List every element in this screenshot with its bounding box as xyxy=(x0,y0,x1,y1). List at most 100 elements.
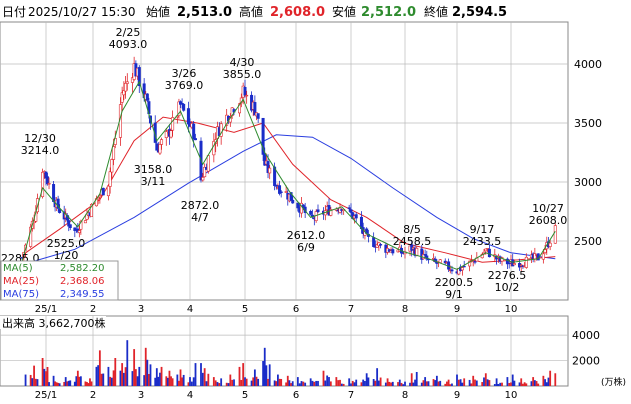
volume-bar xyxy=(54,381,56,386)
volume-bar xyxy=(66,381,69,386)
volume-bar xyxy=(367,377,370,386)
volume-bar xyxy=(87,383,90,386)
volume-bar xyxy=(46,366,49,386)
candle-body xyxy=(169,130,173,138)
volume-bar xyxy=(220,378,223,386)
volume-bar xyxy=(144,347,147,386)
volume-bar xyxy=(447,379,450,386)
volume-bar xyxy=(190,381,193,386)
volume-bar xyxy=(124,367,127,386)
volume-bar xyxy=(530,381,533,386)
volume-bar xyxy=(218,383,221,386)
volume-x-tick-label: 3 xyxy=(138,390,144,400)
volume-bar xyxy=(43,368,46,386)
volume-bar xyxy=(57,382,60,386)
volume-bar xyxy=(355,379,358,386)
price-x-tick-label: 10 xyxy=(505,304,518,315)
candle-body xyxy=(243,86,247,96)
volume-bar xyxy=(300,381,303,386)
annotation-line2: 2433.5 xyxy=(463,235,502,248)
volume-bar xyxy=(296,377,299,386)
volume-bar xyxy=(484,373,487,386)
candle-body xyxy=(379,244,383,246)
price-tick-label: 3000 xyxy=(574,176,602,189)
volume-bar xyxy=(511,374,514,386)
candle-body xyxy=(289,192,293,201)
candle-body xyxy=(450,269,454,272)
volume-bar xyxy=(422,380,425,386)
volume-bar xyxy=(112,370,115,386)
volume-bar xyxy=(225,382,228,386)
volume-bar xyxy=(189,377,191,386)
annotation-line2: 3/11 xyxy=(141,175,166,188)
volume-unit: (万株) xyxy=(601,376,626,388)
volume-bar xyxy=(304,382,307,386)
candle-body xyxy=(106,185,110,197)
volume-bar xyxy=(542,375,545,386)
volume-x-tick-label: 2 xyxy=(90,390,96,400)
high-label: 高値 xyxy=(239,4,263,19)
volume-bar xyxy=(544,379,546,386)
candle-body xyxy=(201,177,205,181)
volume-bar xyxy=(48,382,50,386)
candle-body xyxy=(112,146,116,160)
volume-bar xyxy=(520,378,523,386)
candle-body xyxy=(186,108,190,125)
annotation-line1: 2525.0 xyxy=(47,237,86,250)
candle-body xyxy=(387,249,391,252)
volume-bar xyxy=(29,374,32,386)
volume-grid xyxy=(0,316,568,386)
volume-bar xyxy=(95,366,98,386)
volume-bar xyxy=(365,373,368,386)
volume-bar xyxy=(107,366,110,386)
candle-body xyxy=(391,249,395,254)
volume-bar xyxy=(192,377,195,386)
volume-bar xyxy=(400,382,403,386)
candle-body xyxy=(278,185,282,194)
volume-bar xyxy=(533,380,536,386)
volume-bar xyxy=(437,381,440,386)
volume-bar xyxy=(75,376,78,386)
volume-bar xyxy=(166,377,169,386)
volume-bar xyxy=(309,378,312,386)
ma-legend: MA(5) 2,582.20 MA(25) 2,368.06 MA(75) 2,… xyxy=(0,260,119,301)
candle-body xyxy=(67,220,71,227)
candle-body xyxy=(160,139,164,145)
candle-body xyxy=(77,230,81,233)
volume-bar xyxy=(102,373,105,386)
volume-bar xyxy=(201,372,204,386)
candle-body xyxy=(291,199,295,204)
volume-bar xyxy=(427,381,430,386)
price-x-tick-label: 25/1 xyxy=(35,304,57,315)
volume-bar xyxy=(262,361,264,386)
annotation-line2: 2608.0 xyxy=(529,214,568,227)
volume-bar xyxy=(376,368,379,386)
legend-ma75-value: 2,349.55 xyxy=(60,289,105,300)
candle-body xyxy=(56,198,60,209)
volume-bar xyxy=(525,383,528,386)
candle-body xyxy=(266,161,270,173)
candle-body xyxy=(263,153,267,166)
candle-body xyxy=(460,267,464,271)
volume-bar xyxy=(171,378,174,386)
volume-bar xyxy=(372,379,375,386)
candle-body xyxy=(137,67,141,87)
volume-bar xyxy=(242,363,245,386)
volume-bar xyxy=(483,377,485,386)
volume-bar xyxy=(549,370,552,386)
candle-body xyxy=(354,214,358,219)
volume-x-tick-label: 5 xyxy=(242,390,248,400)
volume-bar xyxy=(170,376,172,386)
volume-bar xyxy=(160,366,163,386)
volume-bar xyxy=(360,382,363,386)
volume-bar xyxy=(119,370,122,386)
candle-body xyxy=(486,248,490,250)
volume-bar xyxy=(486,379,489,386)
candle-body xyxy=(256,113,260,119)
annotation-line1: 2276.5 xyxy=(488,269,527,282)
volume-bar xyxy=(425,381,428,386)
volume-bar xyxy=(335,377,338,386)
volume-bar xyxy=(379,377,382,386)
candle-body xyxy=(507,262,511,265)
candle-body xyxy=(206,155,210,172)
